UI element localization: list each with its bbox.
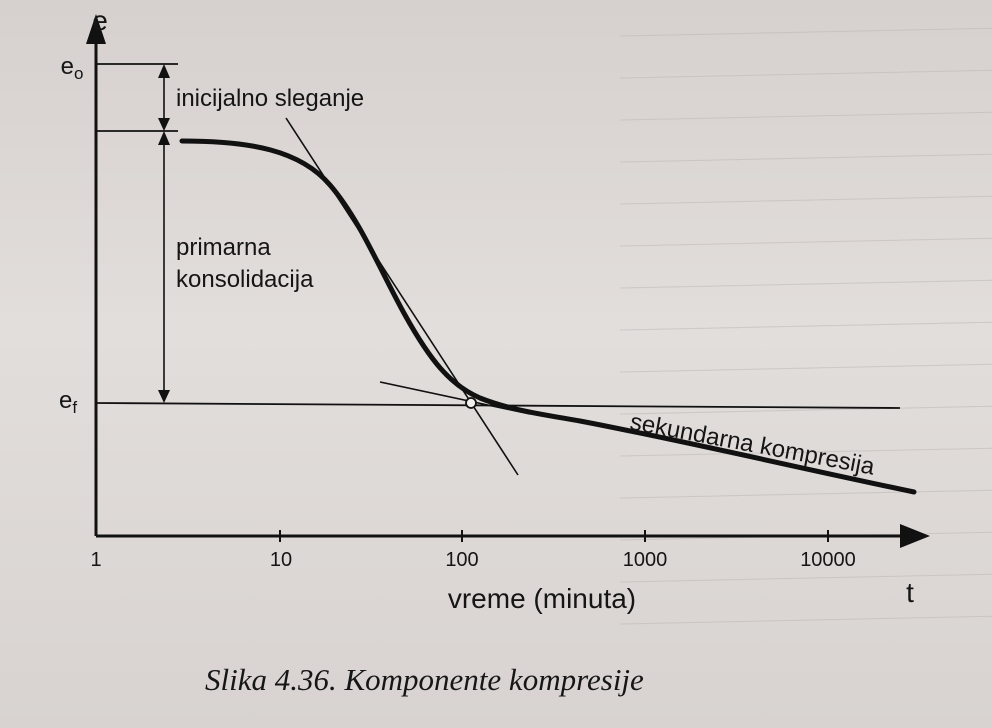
primary-tangent-line <box>285 117 519 476</box>
primary-consolidation-arrow-bottom <box>158 390 170 403</box>
x-tick-label: 1 <box>90 549 101 571</box>
figure-caption: Slika 4.36. Komponente kompresije <box>205 662 644 697</box>
y-axis-label: e <box>92 5 108 36</box>
ef-label: ef <box>59 387 77 417</box>
x-axis-arrow <box>900 524 930 548</box>
initial-settlement-arrow-bottom <box>158 118 170 131</box>
secondary-compression-label: sekundarna kompresija <box>628 408 878 480</box>
primary-consolidation-arrow-top <box>158 131 170 145</box>
x-tick-label: 10000 <box>800 549 856 571</box>
y-axis-arrow <box>86 14 106 44</box>
x-axis-title: vreme (minuta) <box>448 583 636 614</box>
primary-consolidation-label-line2: konsolidacija <box>176 266 314 293</box>
x-tick-label: 10 <box>270 549 292 571</box>
x-tick-label: 100 <box>445 549 478 571</box>
x-axis-label: t <box>906 577 914 608</box>
primary-consolidation-label-line1: primarna <box>176 234 271 261</box>
consolidation-curve <box>179 138 917 495</box>
intersection-point <box>465 397 477 409</box>
e0-label: eo <box>61 53 84 83</box>
initial-settlement-label: inicijalno sleganje <box>176 85 364 112</box>
initial-settlement-arrow-top <box>158 64 170 78</box>
x-tick-label: 1000 <box>623 549 668 571</box>
